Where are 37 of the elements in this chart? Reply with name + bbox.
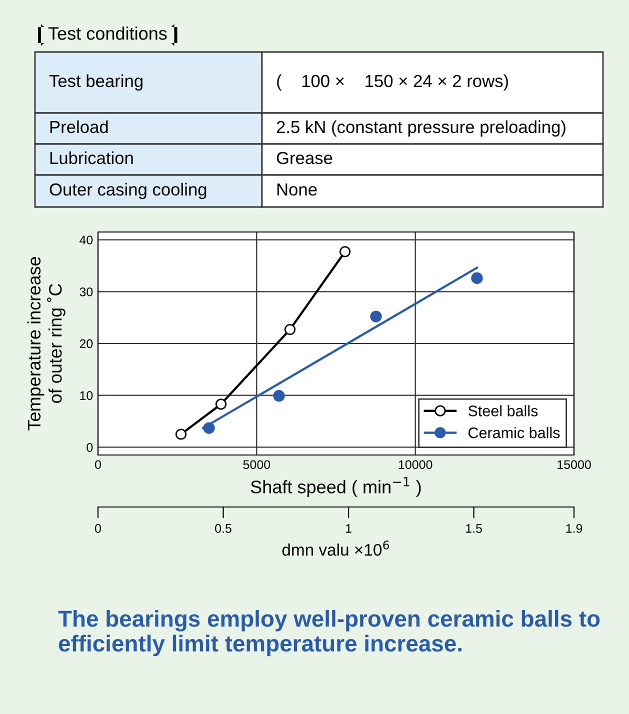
point	[339, 246, 351, 258]
x-tick-label: 10000	[398, 460, 432, 470]
legend-label: Ceramic balls	[468, 427, 560, 438]
y-tick-label: 40	[80, 236, 93, 244]
x-axis-title: Shaft speed ( min$^{−1}$ )	[250, 477, 421, 497]
x2-tick-label: 1.9	[566, 524, 582, 533]
point	[203, 422, 215, 434]
x2-tick-label: 0.5	[215, 524, 232, 533]
point	[284, 324, 296, 336]
point	[215, 398, 227, 410]
point	[273, 390, 285, 402]
text: Grease	[276, 152, 332, 164]
text: Outer casing cooling	[50, 182, 206, 200]
text: Preload	[50, 120, 108, 134]
y-axis-title: Temperature increase of outer ring ˚C	[27, 256, 66, 430]
x2-tick-label: 0	[95, 524, 101, 533]
x-tick-label: 15000	[558, 460, 591, 470]
x-tick-label: 0	[95, 460, 101, 470]
text: None	[277, 184, 317, 196]
y-tick-label: 10	[80, 391, 93, 400]
text: Lubrication	[50, 151, 133, 164]
x2-tick-label: 1	[346, 524, 352, 533]
point	[175, 428, 187, 440]
y-tick-label: 30	[80, 287, 93, 296]
x2-axis-title: dmn valu ×10$^{6}$	[282, 540, 390, 556]
text: The bearings employ well-proven ceramic balls to efficiently limit temperature increase.	[58, 610, 600, 656]
text: 2.5 kN (constant pressure preloading)	[276, 120, 566, 137]
text: Test bearing	[49, 74, 142, 91]
point	[471, 272, 483, 284]
x-tick-label: 5000	[243, 460, 270, 470]
legend-label: Steel balls	[468, 405, 538, 416]
y-tick-label: 20	[80, 339, 93, 348]
point	[370, 310, 382, 322]
y-tick-label: 0	[86, 443, 93, 452]
text: Test conditions	[48, 26, 167, 40]
text: ( 100 × 150 × 24 × 2 rows)	[277, 74, 508, 91]
x2-tick-label: 1.5	[466, 524, 482, 533]
